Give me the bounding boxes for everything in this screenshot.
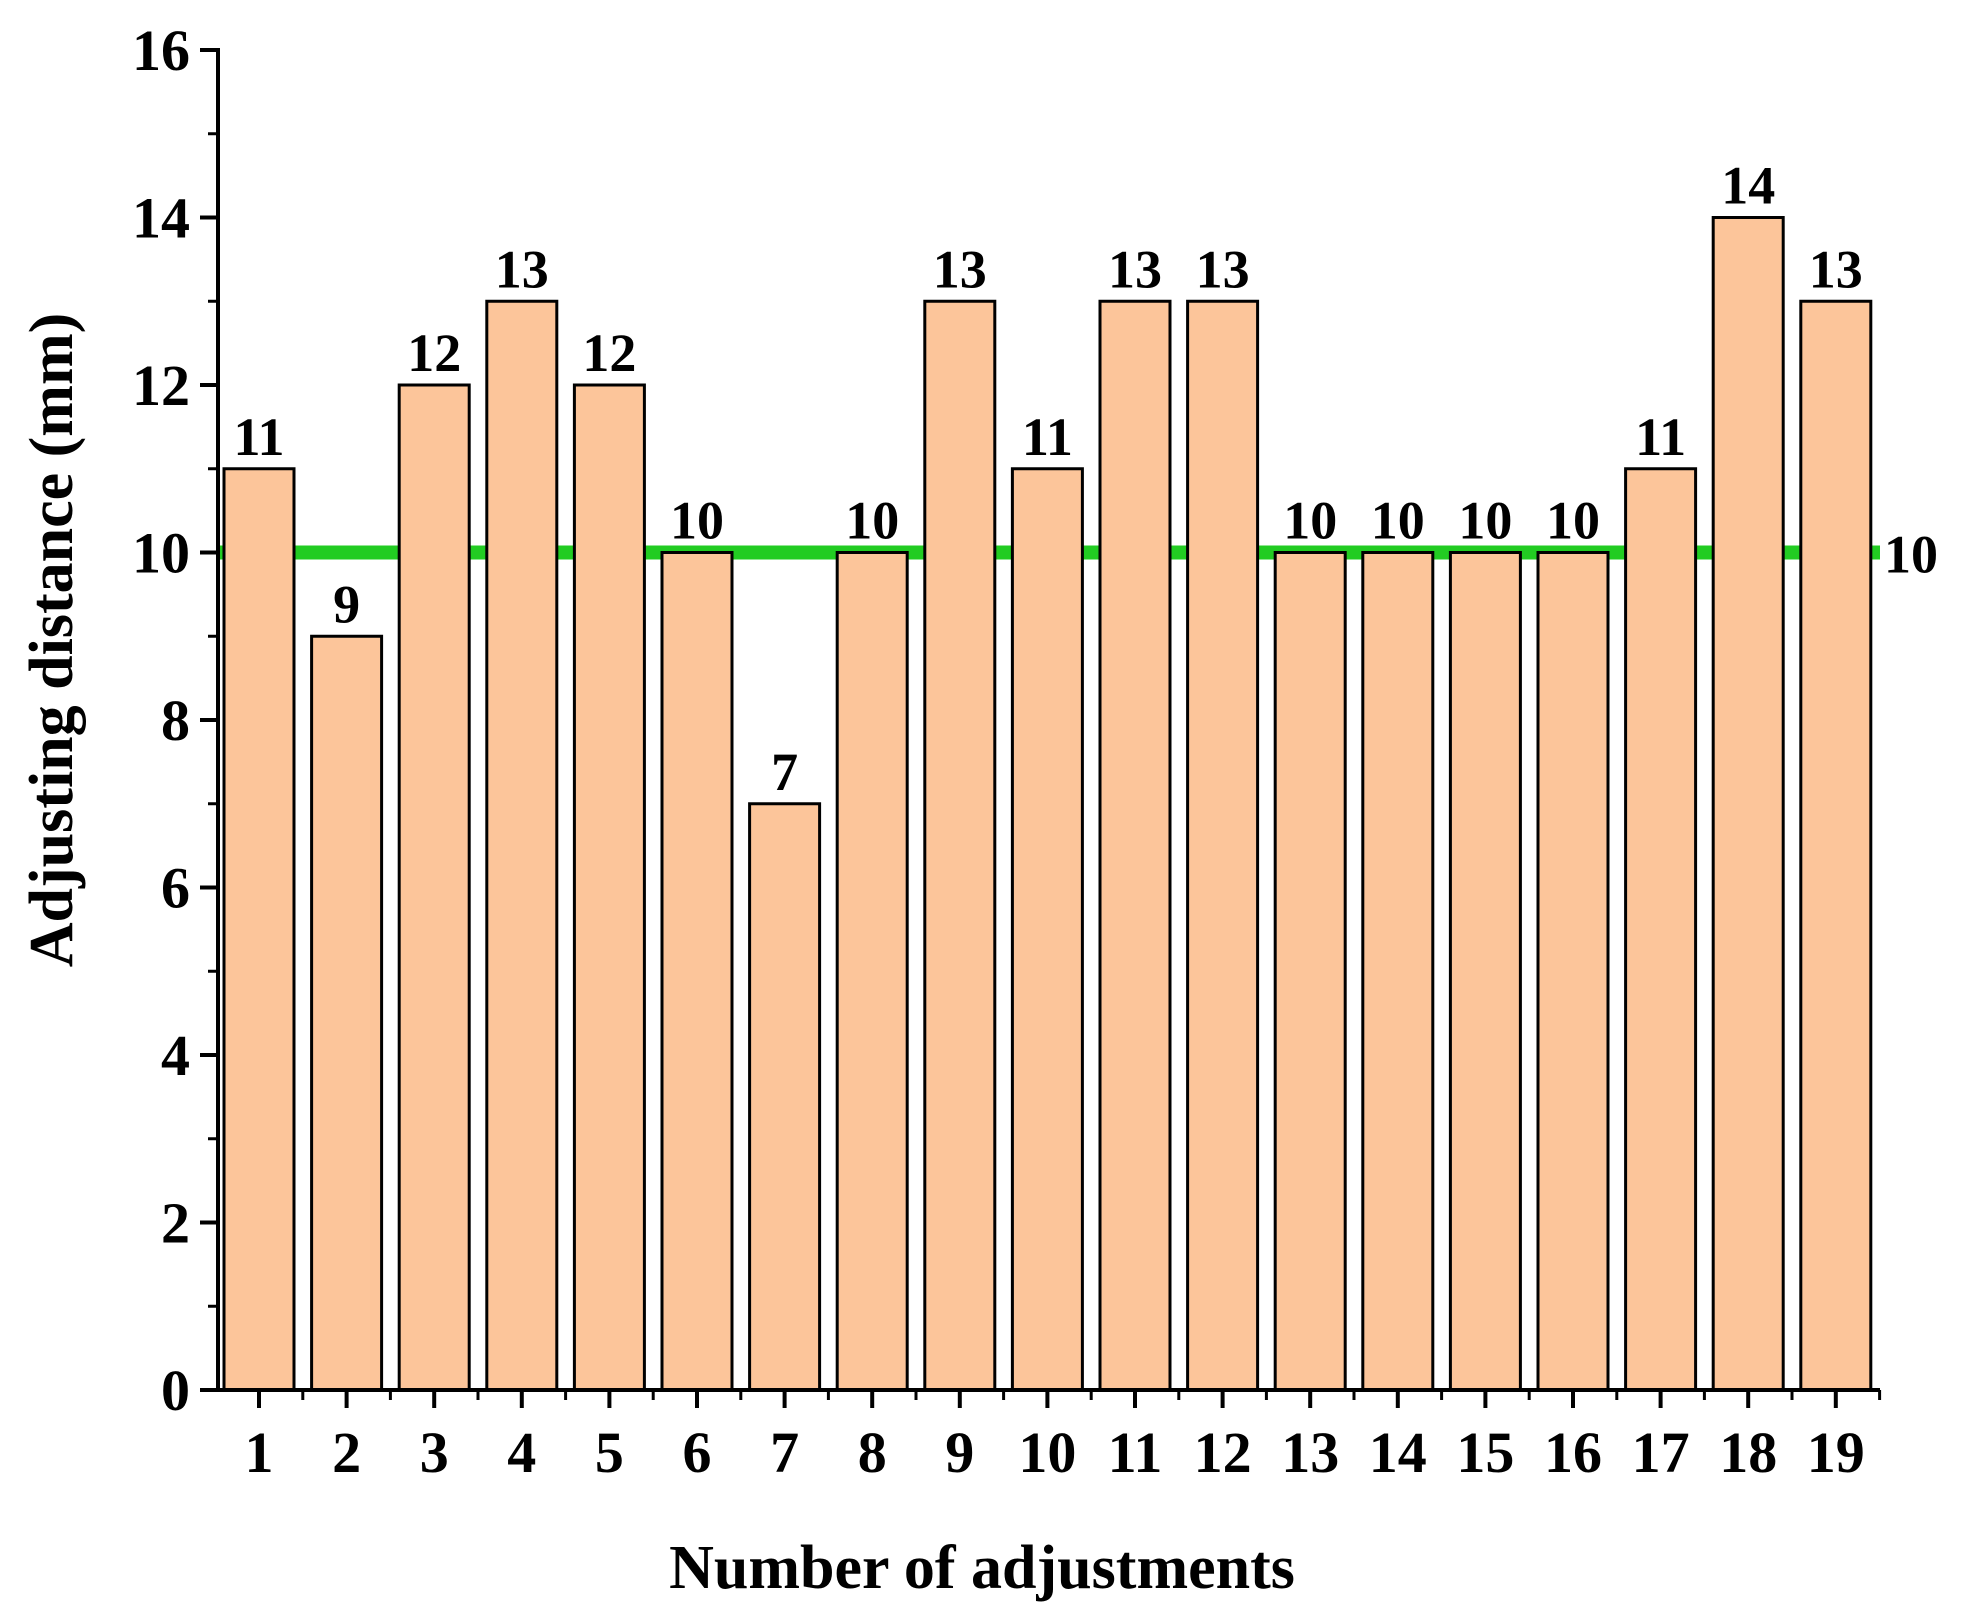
bar-12 bbox=[1186, 299, 1260, 1392]
x-tick-label-7: 7 bbox=[770, 1420, 799, 1485]
x-tick-label-6: 6 bbox=[683, 1420, 712, 1485]
bar-6 bbox=[660, 551, 734, 1392]
bar-18 bbox=[1711, 216, 1785, 1392]
bar-5 bbox=[572, 383, 646, 1392]
x-tick-label-17: 17 bbox=[1632, 1420, 1690, 1485]
bar-16 bbox=[1536, 551, 1610, 1392]
reference-line-label: 10 bbox=[1884, 525, 1938, 585]
x-tick-label-16: 16 bbox=[1544, 1420, 1602, 1485]
data-label-15: 10 bbox=[1458, 491, 1512, 551]
y-axis-label: Adjusting distance (mm) bbox=[18, 313, 86, 967]
data-label-13: 10 bbox=[1283, 491, 1337, 551]
x-tick-label-13: 13 bbox=[1281, 1420, 1339, 1485]
bar-19 bbox=[1799, 299, 1873, 1392]
bar-11 bbox=[1098, 299, 1172, 1392]
data-label-3: 12 bbox=[407, 323, 461, 383]
x-tick-label-2: 2 bbox=[332, 1420, 361, 1485]
data-label-10: 11 bbox=[1022, 407, 1073, 467]
bar-9 bbox=[923, 299, 997, 1392]
x-tick-label-9: 9 bbox=[945, 1420, 974, 1485]
x-tick-label-3: 3 bbox=[420, 1420, 449, 1485]
data-label-1: 11 bbox=[233, 407, 284, 467]
bar-7 bbox=[748, 802, 822, 1392]
data-label-7: 7 bbox=[771, 742, 798, 802]
data-label-17: 11 bbox=[1635, 407, 1686, 467]
x-tick-label-4: 4 bbox=[507, 1420, 536, 1485]
y-tick-label-10: 10 bbox=[132, 521, 190, 586]
bar-4 bbox=[485, 299, 559, 1392]
x-tick-label-11: 11 bbox=[1108, 1420, 1163, 1485]
y-tick-label-6: 6 bbox=[161, 856, 190, 921]
bar-13 bbox=[1273, 551, 1347, 1392]
y-tick-label-8: 8 bbox=[161, 688, 190, 753]
data-label-11: 13 bbox=[1108, 239, 1162, 299]
x-tick-label-5: 5 bbox=[595, 1420, 624, 1485]
data-labels-layer: 11 9 12 13 12 10 7 10 13 11 13 13 10 10 10 10 11 14 13 bbox=[233, 156, 1862, 802]
bars-layer bbox=[222, 216, 1873, 1392]
bar-8 bbox=[835, 551, 909, 1392]
data-label-6: 10 bbox=[670, 491, 724, 551]
data-label-14: 10 bbox=[1371, 491, 1425, 551]
data-label-12: 13 bbox=[1196, 239, 1250, 299]
bar-17 bbox=[1624, 467, 1698, 1392]
data-label-8: 10 bbox=[845, 491, 899, 551]
bar-15 bbox=[1448, 551, 1522, 1392]
y-tick-label-0: 0 bbox=[161, 1358, 190, 1423]
bar-1 bbox=[222, 467, 296, 1392]
data-label-18: 14 bbox=[1721, 156, 1775, 216]
data-label-16: 10 bbox=[1546, 491, 1600, 551]
data-label-5: 12 bbox=[582, 323, 636, 383]
bar-2 bbox=[310, 634, 384, 1392]
x-tick-label-1: 1 bbox=[245, 1420, 274, 1485]
y-tick-label-16: 16 bbox=[132, 18, 190, 83]
bar-10 bbox=[1010, 467, 1084, 1392]
x-tick-label-10: 10 bbox=[1018, 1420, 1076, 1485]
x-tick-label-14: 14 bbox=[1369, 1420, 1427, 1485]
x-tick-label-18: 18 bbox=[1719, 1420, 1777, 1485]
y-tick-label-14: 14 bbox=[132, 186, 190, 251]
y-tick-label-12: 12 bbox=[132, 353, 190, 418]
x-tick-label-19: 19 bbox=[1807, 1420, 1865, 1485]
bar-3 bbox=[397, 383, 471, 1392]
bar-14 bbox=[1361, 551, 1435, 1392]
x-tick-label-12: 12 bbox=[1194, 1420, 1252, 1485]
data-label-2: 9 bbox=[333, 574, 360, 634]
x-tick-label-8: 8 bbox=[858, 1420, 887, 1485]
x-tick-label-15: 15 bbox=[1456, 1420, 1514, 1485]
y-tick-label-4: 4 bbox=[161, 1023, 190, 1088]
data-label-4: 13 bbox=[495, 239, 549, 299]
data-label-19: 13 bbox=[1809, 239, 1863, 299]
y-tick-label-2: 2 bbox=[161, 1191, 190, 1256]
data-label-9: 13 bbox=[933, 239, 987, 299]
x-axis-label: Number of adjustments bbox=[669, 1534, 1295, 1602]
